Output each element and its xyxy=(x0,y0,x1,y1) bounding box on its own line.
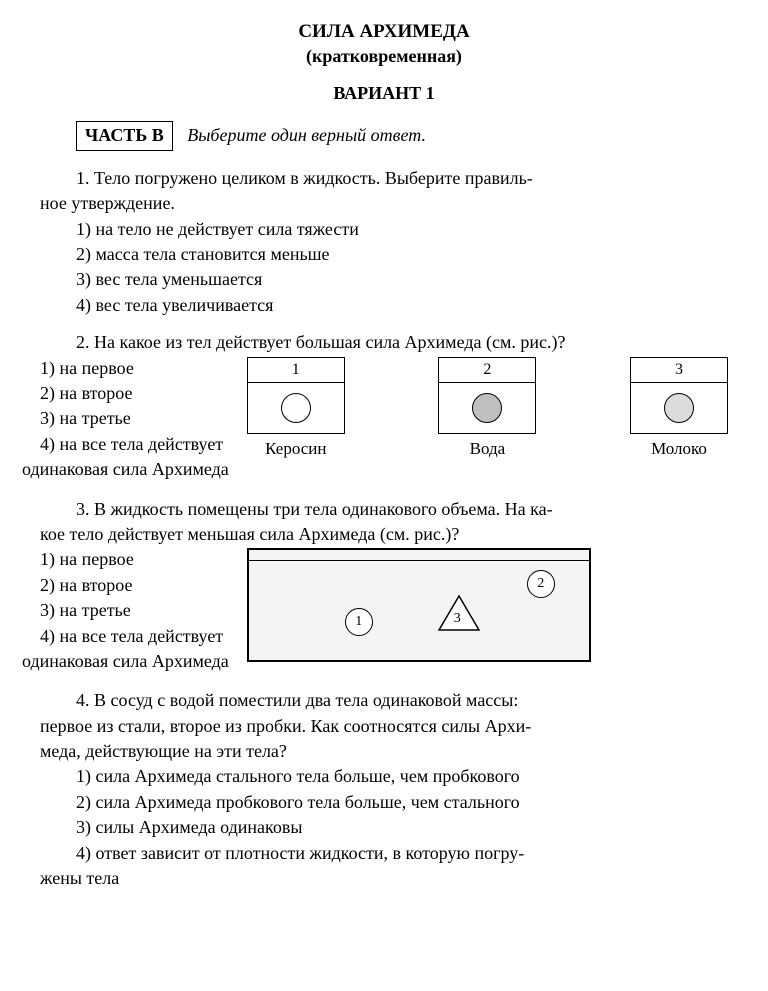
beaker-2-caption: Вода xyxy=(438,438,536,460)
beaker-1: 1 Керосин xyxy=(247,357,345,460)
q3-option-2: 2) на второе xyxy=(40,574,229,597)
q3-option-4a: 4) на все тела действует xyxy=(40,625,229,648)
q3-prompt-line1: 3. В жидкость помещены три тела одинаков… xyxy=(40,498,728,521)
q4-option-2: 2) сила Архимеда пробкового тела больше,… xyxy=(76,791,728,814)
q1-option-3: 3) вес тела уменьшается xyxy=(76,268,728,291)
beaker-2: 2 Вода xyxy=(438,357,536,460)
beaker-3: 3 Молоко xyxy=(630,357,728,460)
question-2: 2. На какое из тел действует большая сил… xyxy=(40,331,728,483)
q2-prompt: 2. На какое из тел действует большая сил… xyxy=(40,331,728,354)
beaker-1-caption: Керосин xyxy=(247,438,345,460)
section-instruction: Выберите один верный ответ. xyxy=(187,125,426,145)
beaker-3-number: 3 xyxy=(631,358,727,383)
question-3: 3. В жидкость помещены три тела одинаков… xyxy=(40,498,728,676)
q4-option-1: 1) сила Архимеда стального тела больше, … xyxy=(76,765,728,788)
q1-prompt-line2: ное утверждение. xyxy=(40,192,728,215)
section-box: ЧАСТЬ В xyxy=(76,121,173,150)
question-1: 1. Тело погружено целиком в жидкость. Вы… xyxy=(40,167,728,317)
q1-option-1: 1) на тело не действует сила тяжести xyxy=(76,218,728,241)
beaker-2-ball-icon xyxy=(472,393,502,423)
q4-option-4a: 4) ответ зависит от плотности жидкости, … xyxy=(76,842,728,865)
q2-option-4b: одинаковая сила Архимеда xyxy=(22,458,229,481)
beaker-3-caption: Молоко xyxy=(630,438,728,460)
q2-option-4a: 4) на все тела действует xyxy=(40,433,229,456)
q3-prompt-line2: кое тело действует меньшая сила Архимеда… xyxy=(40,523,728,546)
page-title: СИЛА АРХИМЕДА xyxy=(40,20,728,45)
q4-option-4b: жены тела xyxy=(40,867,728,890)
beaker-1-number: 1 xyxy=(248,358,344,383)
tank-body-2-label: 2 xyxy=(537,575,544,593)
page-subtitle: (кратковременная) xyxy=(40,45,728,68)
beaker-3-ball-icon xyxy=(664,393,694,423)
q1-option-4: 4) вес тела увеличивается xyxy=(76,294,728,317)
q4-prompt-line1: 4. В сосуд с водой поместили два тела од… xyxy=(40,689,728,712)
q2-option-2: 2) на второе xyxy=(40,382,229,405)
variant-heading: ВАРИАНТ 1 xyxy=(40,82,728,105)
question-4: 4. В сосуд с водой поместили два тела од… xyxy=(40,689,728,890)
q4-option-3: 3) силы Архимеда одинаковы xyxy=(76,816,728,839)
tank-body-2-icon: 2 xyxy=(527,570,555,598)
q2-option-3: 3) на третье xyxy=(40,407,229,430)
tank-body-1-label: 1 xyxy=(355,613,362,631)
q1-option-2: 2) масса тела становится меньше xyxy=(76,243,728,266)
q4-prompt-line2: первое из стали, второе из пробки. Как с… xyxy=(40,715,728,738)
tank-body-1-icon: 1 xyxy=(345,608,373,636)
q2-figure: 1 Керосин 2 Вода xyxy=(247,357,728,460)
q4-prompt-line3: меда, действующие на эти тела? xyxy=(40,740,728,763)
q3-option-3: 3) на третье xyxy=(40,599,229,622)
q3-option-1: 1) на первое xyxy=(40,548,229,571)
q1-prompt-line1: 1. Тело погружено целиком в жидкость. Вы… xyxy=(40,167,728,190)
q3-option-4b: одинаковая сила Архимеда xyxy=(22,650,229,673)
beaker-2-number: 2 xyxy=(439,358,535,383)
tank-body-3-label: 3 xyxy=(454,610,461,628)
tank-surface-line xyxy=(249,560,589,561)
beaker-1-ball-icon xyxy=(281,393,311,423)
q3-figure-tank: 1 2 3 xyxy=(247,548,591,662)
section-line: ЧАСТЬ В Выберите один верный ответ. xyxy=(76,121,728,150)
q2-option-1: 1) на первое xyxy=(40,357,229,380)
